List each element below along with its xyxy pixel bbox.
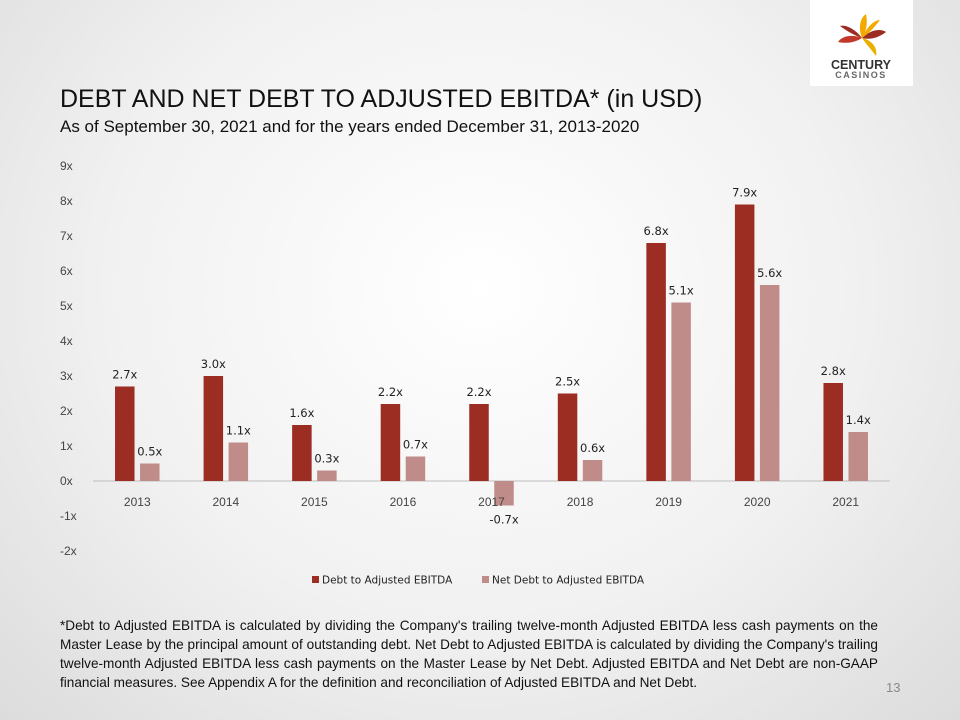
y-tick-label: 9x: [60, 159, 73, 173]
x-tick-label: 2015: [301, 495, 328, 509]
y-tick-label: 4x: [60, 334, 73, 348]
bar-net-debt-to-adjusted-ebitda: [671, 302, 691, 481]
y-tick-label: 1x: [60, 439, 73, 453]
y-tick-label: 8x: [60, 194, 73, 208]
bar-debt-to-adjusted-ebitda: [469, 404, 489, 481]
bar-debt-to-adjusted-ebitda: [380, 404, 401, 481]
bar-net-debt-to-adjusted-ebitda: [228, 442, 249, 481]
bar-debt-to-adjusted-ebitda: [292, 425, 312, 481]
data-label: -0.7x: [489, 513, 518, 527]
data-label: 0.5x: [137, 445, 162, 459]
x-tick-label: 2020: [744, 495, 771, 509]
data-label: 0.7x: [403, 438, 428, 452]
legend-swatch: [312, 576, 319, 583]
legend-label: Net Debt to Adjusted EBITDA: [492, 575, 645, 587]
data-label: 6.8x: [644, 224, 669, 238]
y-tick-label: 2x: [60, 404, 73, 418]
logo-wordmark-top: CENTURY: [831, 58, 892, 72]
x-tick-label: 2019: [655, 495, 682, 509]
bar-debt-to-adjusted-ebitda: [203, 376, 224, 481]
bar-debt-to-adjusted-ebitda: [115, 386, 135, 481]
y-tick-label: 6x: [60, 264, 73, 278]
data-label: 5.6x: [757, 266, 782, 280]
data-label: 1.6x: [289, 406, 314, 420]
legend-swatch: [482, 576, 489, 583]
data-label: 2.2x: [466, 385, 491, 399]
bars-group: 2.7x 0.5x 3.0x 1.1x 1.6x 0.3x 2.2x 0.7x 2.2x -0.7…: [112, 186, 871, 527]
bar-debt-to-adjusted-ebitda: [646, 243, 666, 481]
bar-net-debt-to-adjusted-ebitda: [494, 481, 514, 506]
data-label: 0.6x: [580, 441, 605, 455]
bar-net-debt-to-adjusted-ebitda: [405, 456, 426, 481]
x-tick-label: 2013: [124, 495, 151, 509]
y-tick-label: 7x: [60, 229, 73, 243]
century-casinos-logo: CENTURY CASINOS: [810, 0, 913, 86]
logo-wordmark-bottom: CASINOS: [835, 70, 887, 80]
footnote: *Debt to Adjusted EBITDA is calculated b…: [60, 618, 878, 690]
page-number: 13: [886, 680, 901, 695]
bar-net-debt-to-adjusted-ebitda: [582, 460, 603, 481]
x-tick-label: 2021: [832, 495, 859, 509]
bar-net-debt-to-adjusted-ebitda: [317, 470, 337, 481]
y-axis: 9x 8x 7x 6x 5x 4x 3x 2x 1x 0x -1x -2x: [60, 159, 77, 558]
bar-debt-to-adjusted-ebitda: [823, 383, 843, 481]
slide-title: DEBT AND NET DEBT TO ADJUSTED EBITDA* (i…: [60, 85, 703, 113]
data-label: 0.3x: [314, 452, 339, 466]
bar-debt-to-adjusted-ebitda: [557, 393, 578, 481]
bar-debt-to-adjusted-ebitda: [734, 204, 755, 481]
bar-chart: 9x 8x 7x 6x 5x 4x 3x 2x 1x 0x -1x -2x 2.7x 0.5x 3.0x 1…: [60, 159, 890, 587]
pinwheel-flower-icon: CENTURY CASINOS: [831, 14, 892, 80]
legend: Debt to Adjusted EBITDA Net Debt to Adjus…: [312, 575, 645, 587]
x-tick-label: 2018: [567, 495, 594, 509]
x-tick-label: 2017: [478, 495, 505, 509]
data-label: 1.4x: [846, 413, 871, 427]
data-label: 2.7x: [112, 368, 137, 382]
data-label: 1.1x: [226, 424, 251, 438]
slide-subtitle: As of September 30, 2021 and for the yea…: [60, 117, 640, 136]
bar-net-debt-to-adjusted-ebitda: [848, 432, 868, 481]
legend-label: Debt to Adjusted EBITDA: [322, 575, 453, 587]
data-label: 2.8x: [821, 364, 846, 378]
y-tick-label: 3x: [60, 369, 73, 383]
data-label: 5.1x: [669, 284, 694, 298]
y-tick-label: -1x: [60, 509, 77, 523]
data-label: 2.2x: [378, 385, 403, 399]
y-tick-label: -2x: [60, 544, 77, 558]
data-label: 3.0x: [201, 357, 226, 371]
bar-net-debt-to-adjusted-ebitda: [759, 285, 780, 481]
y-tick-label: 5x: [60, 299, 73, 313]
y-tick-label: 0x: [60, 474, 73, 488]
data-label: 2.5x: [555, 375, 580, 389]
bar-net-debt-to-adjusted-ebitda: [140, 463, 160, 481]
x-tick-label: 2016: [390, 495, 417, 509]
x-axis-labels: 2013 2014 2015 2016 2017 2018 2019 2020 2021: [124, 495, 859, 509]
x-tick-label: 2014: [212, 495, 239, 509]
data-label: 7.9x: [732, 186, 757, 200]
